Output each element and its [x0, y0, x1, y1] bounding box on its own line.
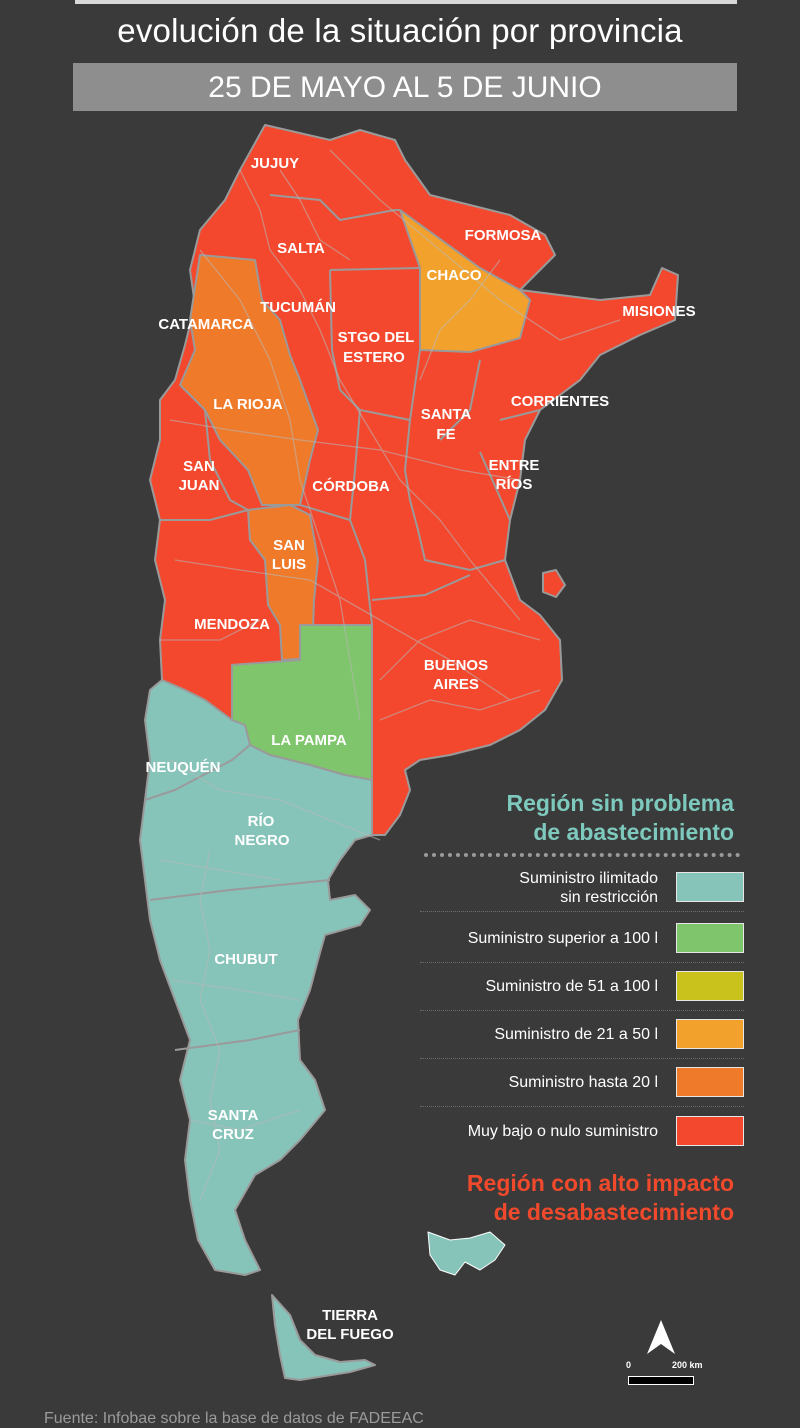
label-formosa: FORMOSA — [465, 227, 542, 244]
label-tierra-del-fuego-2: DEL FUEGO — [306, 1326, 394, 1343]
source-credit: Fuente: Infobae sobre la base de datos d… — [44, 1410, 424, 1427]
label-buenos-aires-1: BUENOS — [424, 657, 488, 674]
scale-end-label: 200 km — [672, 1360, 703, 1370]
label-chaco: CHACO — [427, 267, 482, 284]
province-borders — [144, 194, 541, 1051]
label-santa-fe-2: FE — [436, 426, 455, 443]
label-corrientes: CORRIENTES — [511, 393, 609, 410]
label-buenos-aires-2: AIRES — [433, 676, 479, 693]
label-rio-negro-2: NEGRO — [234, 832, 289, 849]
legend-swatch — [676, 872, 744, 902]
label-tierra-del-fuego-1: TIERRA — [322, 1307, 378, 1324]
label-stgo-del-estero-2: ESTERO — [343, 349, 405, 366]
label-jujuy: JUJUY — [251, 155, 299, 172]
region-chaco — [399, 209, 531, 353]
label-san-luis-2: LUIS — [272, 556, 306, 573]
page-title: evolución de la situación por provincia — [117, 12, 683, 49]
label-misiones: MISIONES — [622, 303, 695, 320]
label-san-juan-2: JUAN — [179, 477, 220, 494]
malvinas-islands — [427, 1231, 506, 1276]
legend-label: Suministro ilimitado — [519, 869, 658, 887]
island-marker — [542, 569, 566, 598]
label-la-rioja: LA RIOJA — [213, 396, 283, 413]
legend-good-heading-line1: Región sin problema — [506, 790, 734, 816]
scale-start-label: 0 — [626, 1360, 632, 1370]
road-network — [159, 149, 621, 1201]
label-salta: SALTA — [277, 240, 325, 257]
legend-label: Suministro de 21 a 50 l — [494, 1026, 658, 1043]
legend-good-heading: Región sin problema de abastecimiento — [414, 789, 734, 847]
legend-label: Suministro de 51 a 100 l — [485, 978, 658, 995]
legend-good-heading-line2: de abastecimiento — [533, 819, 734, 845]
legend-swatch — [676, 1019, 744, 1049]
label-tucuman: TUCUMÁN — [260, 299, 336, 316]
legend-item-very-low: Muy bajo o nulo suministro — [420, 1108, 744, 1155]
label-catamarca: CATAMARCA — [158, 316, 253, 333]
legend-item-over-100: Suministro superior a 100 l — [420, 915, 744, 963]
label-san-juan-1: SAN — [183, 458, 215, 475]
region-san-luis — [247, 504, 319, 661]
label-rio-negro-1: RÍO — [248, 813, 275, 830]
legend-swatch — [676, 1067, 744, 1097]
label-neuquen: NEUQUÉN — [145, 759, 220, 776]
region-tierra-del-fuego — [271, 1294, 376, 1381]
legend-bad-heading: Región con alto impacto de desabastecimi… — [394, 1169, 734, 1227]
legend-item-up-to-20: Suministro hasta 20 l — [420, 1059, 744, 1107]
legend-item-21-50: Suministro de 21 a 50 l — [420, 1011, 744, 1059]
legend-swatch — [676, 1116, 744, 1146]
label-cordoba: CÓRDOBA — [312, 477, 390, 495]
legend-item-unlimited: Suministro ilimitado sin restricción — [420, 864, 744, 912]
top-rule — [75, 0, 737, 4]
label-santa-cruz-2: CRUZ — [212, 1126, 254, 1143]
label-chubut: CHUBUT — [214, 951, 277, 968]
label-santa-cruz-1: SANTA — [208, 1107, 259, 1124]
legend-item-51-100: Suministro de 51 a 100 l — [420, 963, 744, 1011]
label-san-luis-1: SAN — [273, 537, 305, 554]
scale-bar-graphic — [628, 1376, 694, 1385]
legend-swatch — [676, 971, 744, 1001]
label-entre-rios-1: ENTRE — [489, 457, 540, 474]
label-santa-fe-1: SANTA — [421, 406, 472, 423]
region-patagonia — [139, 679, 373, 1276]
date-range-banner: 25 DE MAYO AL 5 DE JUNIO — [73, 63, 737, 111]
label-mendoza: MENDOZA — [194, 616, 270, 633]
legend-bad-heading-line2: de desabastecimiento — [493, 1199, 734, 1225]
legend-swatch — [676, 923, 744, 953]
label-entre-rios-2: RÍOS — [496, 476, 533, 493]
legend-label-line2: sin restricción — [560, 888, 658, 906]
north-arrow-icon — [647, 1320, 675, 1354]
label-stgo-del-estero-1: STGO DEL — [338, 329, 415, 346]
legend-label: Suministro hasta 20 l — [508, 1074, 658, 1091]
legend-bad-heading-line1: Región con alto impacto — [466, 1170, 734, 1196]
label-la-pampa: LA PAMPA — [271, 732, 347, 749]
legend-divider — [424, 853, 740, 857]
legend-label: Muy bajo o nulo suministro — [467, 1123, 658, 1140]
legend-label: Suministro superior a 100 l — [467, 930, 658, 947]
